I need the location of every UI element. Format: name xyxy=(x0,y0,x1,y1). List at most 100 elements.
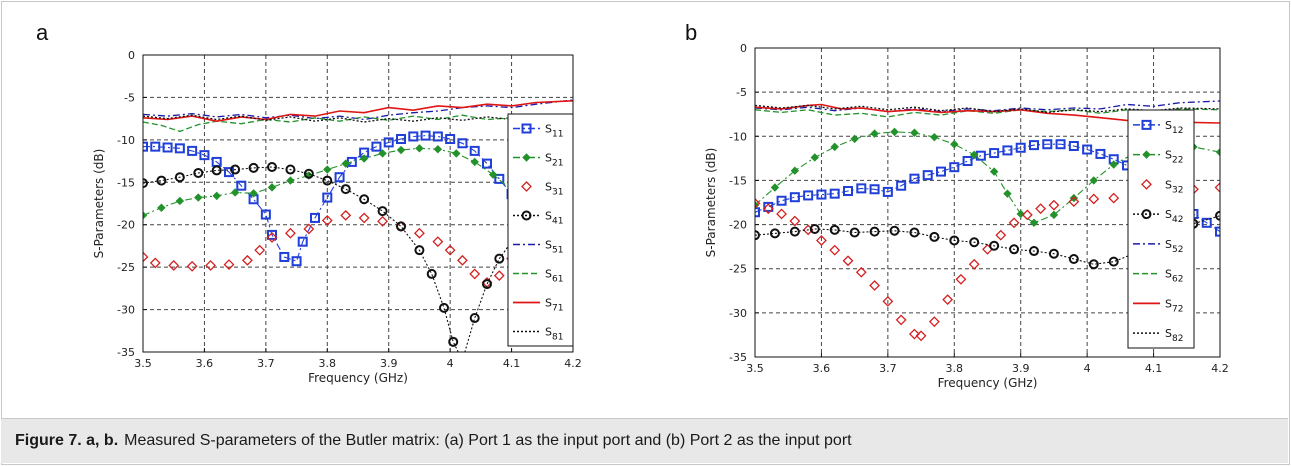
y-tick-label: -30 xyxy=(117,304,135,317)
data-point-s31 xyxy=(340,209,352,221)
data-point-s32 xyxy=(928,316,940,328)
data-point-s22 xyxy=(1215,147,1220,157)
y-tick-label: -20 xyxy=(117,219,135,232)
x-tick-label: 4.2 xyxy=(1211,362,1229,375)
figure-caption: Figure 7. a, b. Measured S-parameters of… xyxy=(1,418,1288,463)
data-point-s11 xyxy=(432,131,443,142)
data-point-s32 xyxy=(755,197,761,209)
data-point-s41 xyxy=(458,356,466,364)
legend-marker-s32 xyxy=(1141,178,1152,190)
data-point-s42 xyxy=(789,226,800,237)
data-point-s11 xyxy=(396,134,406,145)
data-point-s22 xyxy=(870,129,879,138)
data-point-s12 xyxy=(936,166,946,177)
data-point-s22 xyxy=(1069,193,1079,203)
data-point-s42 xyxy=(1009,244,1020,255)
data-point-s12 xyxy=(803,190,814,201)
data-point-s21 xyxy=(230,188,240,197)
series-line-s72 xyxy=(755,103,1220,124)
legend-marker-s21 xyxy=(522,153,531,162)
legend-marker-s31 xyxy=(521,181,532,192)
data-point-s41 xyxy=(340,184,351,195)
data-point-s31 xyxy=(469,268,481,280)
data-point-s12 xyxy=(922,170,933,181)
data-point-s11 xyxy=(291,256,302,267)
data-point-s12 xyxy=(816,189,827,200)
series-line-s71 xyxy=(143,100,573,123)
data-point-s32 xyxy=(895,314,907,326)
data-point-s21 xyxy=(175,196,185,206)
data-point-s31 xyxy=(223,259,235,271)
data-point-s11 xyxy=(494,173,505,184)
data-point-s31 xyxy=(432,236,444,248)
data-point-s12 xyxy=(896,180,907,191)
series-line-s11 xyxy=(143,135,573,262)
x-tick-label: 4 xyxy=(447,357,454,370)
data-point-s32 xyxy=(1068,196,1080,208)
data-point-s22 xyxy=(1109,160,1118,169)
data-point-s11 xyxy=(187,145,198,156)
data-point-s32 xyxy=(1021,209,1033,221)
data-point-s21 xyxy=(212,191,221,201)
data-point-s32 xyxy=(1048,199,1060,211)
y-tick-label: -30 xyxy=(729,307,747,320)
data-point-s21 xyxy=(415,144,424,153)
data-point-s32 xyxy=(1108,192,1120,204)
x-tick-label: 3.7 xyxy=(257,357,275,370)
data-point-s31 xyxy=(414,227,425,239)
data-point-s22 xyxy=(810,153,819,162)
data-point-s42 xyxy=(1068,254,1079,265)
y-tick-label: -10 xyxy=(117,134,135,147)
data-point-s42 xyxy=(1029,246,1039,257)
axes-frame xyxy=(754,47,1221,358)
data-point-s12 xyxy=(1095,148,1106,159)
data-point-s42 xyxy=(1108,256,1119,267)
y-tick-label: -25 xyxy=(729,263,747,276)
data-point-s32 xyxy=(1088,193,1100,205)
x-tick-label: 3.8 xyxy=(319,357,337,370)
data-point-s32 xyxy=(816,235,827,246)
data-point-s32 xyxy=(1214,182,1220,193)
data-point-s22 xyxy=(770,183,780,192)
data-point-s12 xyxy=(1055,139,1066,150)
data-point-s12 xyxy=(843,186,853,197)
data-point-s12 xyxy=(829,188,840,199)
data-point-s11 xyxy=(297,236,308,247)
data-point-s32 xyxy=(1008,217,1020,229)
data-point-s41 xyxy=(322,175,333,186)
data-point-s42 xyxy=(809,223,820,234)
data-point-s12 xyxy=(1215,226,1220,237)
legend-box xyxy=(1127,109,1195,349)
data-point-s32 xyxy=(762,203,774,215)
data-point-s21 xyxy=(378,149,387,158)
y-tick-label: -10 xyxy=(729,130,747,143)
data-point-s32 xyxy=(1035,203,1047,215)
y-tick-label: -15 xyxy=(729,174,747,187)
x-tick-label: 3.9 xyxy=(1012,362,1030,375)
data-point-s22 xyxy=(1003,189,1012,198)
data-point-s21 xyxy=(452,149,461,158)
data-point-s41 xyxy=(267,162,277,173)
series-line-s41 xyxy=(143,166,573,352)
x-tick-label: 3.6 xyxy=(813,362,831,375)
y-tick-label: -35 xyxy=(729,351,747,364)
data-point-s32 xyxy=(829,244,841,256)
data-point-s41 xyxy=(482,279,492,290)
data-point-s42 xyxy=(1048,248,1059,259)
y-tick-label: -20 xyxy=(729,219,747,232)
data-point-s32 xyxy=(789,215,801,227)
data-point-s11 xyxy=(150,141,161,152)
data-point-s12 xyxy=(1029,140,1039,151)
data-point-s41 xyxy=(359,194,370,205)
data-point-s12 xyxy=(763,201,774,212)
data-point-s31 xyxy=(143,251,149,263)
data-point-s21 xyxy=(267,183,277,192)
data-point-s22 xyxy=(790,166,800,175)
series-line-s61 xyxy=(143,114,573,133)
data-point-s11 xyxy=(199,150,210,161)
y-axis-label: S-Parameters (dB) xyxy=(704,148,718,258)
legend-marker-s11 xyxy=(521,123,532,134)
data-point-s21 xyxy=(359,154,369,163)
data-point-s31 xyxy=(457,254,468,266)
data-point-s21 xyxy=(143,211,148,220)
